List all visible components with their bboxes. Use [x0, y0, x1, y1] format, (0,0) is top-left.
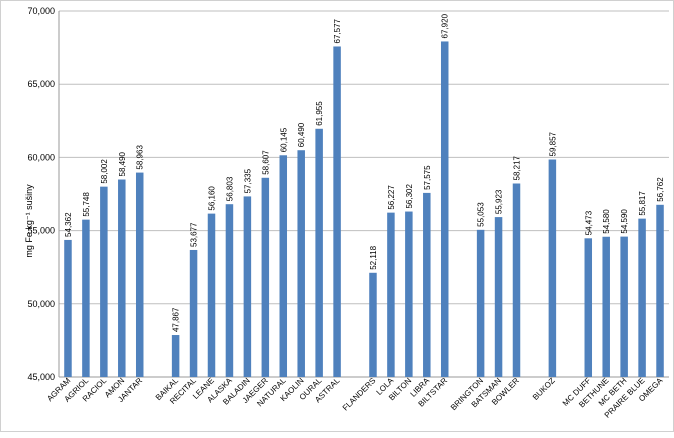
data-label: 59,857	[548, 131, 557, 156]
bar	[297, 150, 305, 377]
data-label: 56,227	[387, 185, 396, 210]
bar	[656, 204, 664, 377]
data-label: 56,762	[656, 177, 665, 202]
bar	[476, 229, 485, 377]
data-label: 60,145	[279, 127, 288, 152]
data-label: 47,867	[172, 307, 181, 332]
bar	[118, 179, 126, 377]
bar	[64, 239, 72, 377]
data-label: 58,490	[118, 151, 127, 176]
bar	[494, 217, 503, 377]
bar	[279, 155, 288, 377]
data-label: 54,590	[620, 209, 629, 234]
y-tick-label: 65,000	[27, 79, 55, 89]
gridlines	[59, 10, 669, 378]
bar	[440, 41, 449, 377]
data-label: 57,335	[243, 168, 252, 193]
data-label: 56,803	[225, 176, 234, 201]
bar	[82, 219, 90, 377]
bar	[315, 128, 323, 377]
bar	[189, 249, 198, 377]
bar	[512, 183, 521, 377]
data-label: 58,607	[261, 150, 270, 175]
data-label: 55,923	[495, 189, 504, 214]
data-label: 58,963	[136, 145, 145, 170]
bar	[638, 218, 646, 377]
bar	[261, 177, 270, 377]
bar	[602, 236, 610, 377]
data-label: 58,002	[100, 159, 109, 184]
category-label: BUKOZ	[531, 376, 557, 402]
bar	[333, 46, 341, 378]
bar	[548, 159, 557, 377]
data-label: 58,217	[513, 155, 522, 180]
data-label: 56,160	[208, 186, 217, 211]
bars	[64, 41, 664, 378]
data-label: 55,053	[477, 202, 486, 227]
data-label: 54,473	[584, 210, 593, 235]
data-label: 55,817	[638, 191, 647, 216]
category-label: FLANDERS	[341, 376, 378, 413]
bar	[225, 204, 234, 377]
data-label: 53,677	[190, 222, 199, 247]
data-label: 55,748	[82, 192, 91, 217]
bar	[243, 196, 252, 377]
data-label: 67,920	[441, 13, 450, 38]
y-tick-label: 45,000	[27, 372, 55, 382]
y-tick-label: 50,000	[27, 299, 55, 309]
data-label: 54,580	[602, 209, 611, 234]
bar	[405, 211, 413, 377]
data-label: 61,955	[315, 101, 324, 126]
bar	[387, 212, 395, 377]
data-label: 60,490	[297, 122, 306, 147]
bar	[423, 192, 431, 377]
bar	[100, 186, 108, 377]
bar	[369, 272, 377, 377]
bar	[207, 213, 216, 377]
bar	[135, 172, 144, 377]
data-label: 56,302	[405, 184, 414, 209]
y-axis-label: mg Fe.kg⁻¹ sušiny	[24, 184, 34, 258]
bar	[620, 236, 628, 377]
data-label: 57,575	[423, 165, 432, 190]
bar	[171, 335, 180, 377]
y-tick-label: 60,000	[27, 152, 55, 162]
bar	[584, 238, 593, 377]
y-tick-label: 55,000	[27, 226, 55, 236]
y-tick-label: 70,000	[27, 6, 55, 16]
data-label: 67,577	[333, 18, 342, 43]
data-label: 54,362	[64, 212, 73, 237]
y-axis: 45,000 50,000 55,000 60,000 65,000 70,000	[27, 6, 669, 382]
data-label: 52,118	[369, 245, 378, 269]
